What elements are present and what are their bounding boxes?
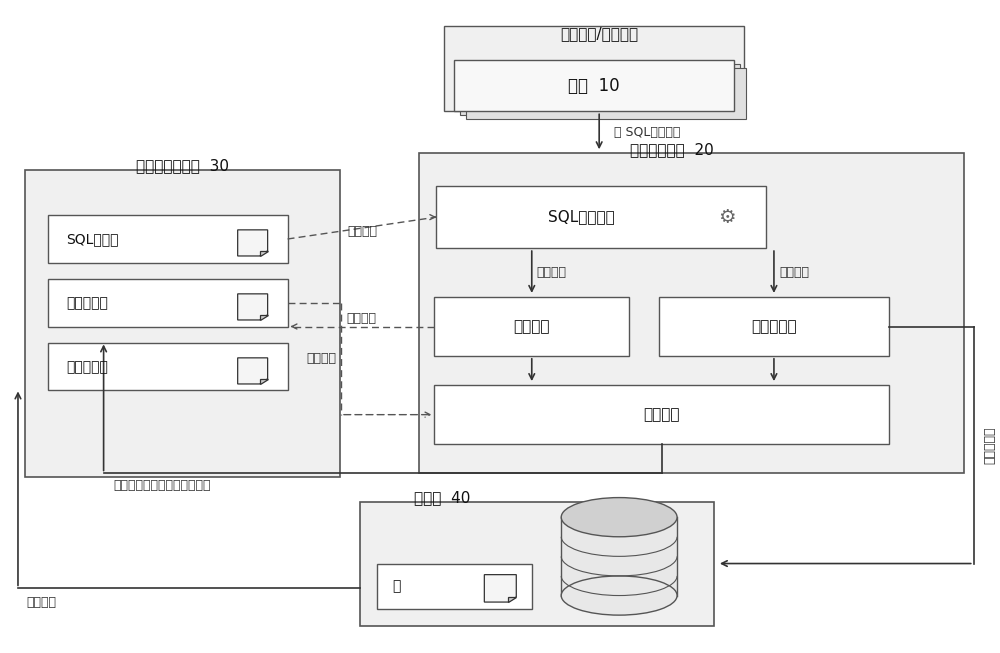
Polygon shape bbox=[238, 358, 268, 384]
Polygon shape bbox=[260, 315, 268, 320]
Bar bbox=[48, 215, 288, 263]
Polygon shape bbox=[484, 575, 516, 602]
Bar bbox=[48, 343, 288, 390]
Text: 读取校验: 读取校验 bbox=[347, 225, 377, 238]
Bar bbox=[48, 279, 288, 326]
Text: 📱 SQL查询请求: 📱 SQL查询请求 bbox=[614, 126, 681, 139]
Text: 刷新日志表: 刷新日志表 bbox=[66, 296, 108, 310]
Text: 数据库高速缓存  30: 数据库高速缓存 30 bbox=[136, 159, 229, 173]
Text: 未匹配特征: 未匹配特征 bbox=[751, 319, 797, 334]
Polygon shape bbox=[238, 230, 268, 256]
Text: 应用  10: 应用 10 bbox=[568, 77, 620, 95]
Text: SQL特征表: SQL特征表 bbox=[66, 232, 118, 246]
Text: 控制特征状态，变更缓存数据: 控制特征状态，变更缓存数据 bbox=[114, 479, 211, 492]
Text: 数据库  40: 数据库 40 bbox=[414, 490, 471, 505]
Text: 读取日志: 读取日志 bbox=[306, 353, 336, 365]
Text: 匹配特征: 匹配特征 bbox=[514, 319, 550, 334]
Text: ⚙: ⚙ bbox=[718, 208, 735, 227]
Polygon shape bbox=[260, 379, 268, 384]
Text: 高速缓存表: 高速缓存表 bbox=[66, 360, 108, 374]
Bar bbox=[436, 186, 766, 248]
Bar bbox=[360, 502, 714, 626]
Text: 记录变更: 记录变更 bbox=[26, 596, 56, 609]
Bar bbox=[466, 69, 746, 119]
Bar bbox=[659, 297, 889, 356]
Polygon shape bbox=[508, 597, 516, 602]
Bar bbox=[460, 65, 740, 115]
Text: 高速缓存引擎  20: 高速缓存引擎 20 bbox=[630, 142, 713, 157]
Bar bbox=[434, 385, 889, 444]
Ellipse shape bbox=[561, 498, 677, 537]
Text: 缓存查询: 缓存查询 bbox=[346, 312, 376, 325]
Polygon shape bbox=[238, 294, 268, 320]
Bar bbox=[434, 297, 629, 356]
Text: 缓存刷新: 缓存刷新 bbox=[643, 407, 680, 422]
Text: SQL特征解析: SQL特征解析 bbox=[548, 210, 615, 225]
Bar bbox=[444, 26, 744, 111]
Text: 表: 表 bbox=[392, 579, 401, 594]
Text: 业务主机/计算设备: 业务主机/计算设备 bbox=[560, 27, 638, 41]
Text: 特征有效: 特征有效 bbox=[537, 266, 567, 279]
Text: 数据库查询: 数据库查询 bbox=[984, 426, 997, 464]
Polygon shape bbox=[260, 251, 268, 256]
Bar bbox=[561, 517, 677, 596]
Bar bbox=[377, 564, 532, 609]
Bar bbox=[419, 153, 964, 473]
Ellipse shape bbox=[561, 576, 677, 615]
Text: 特征无效: 特征无效 bbox=[779, 266, 809, 279]
Bar bbox=[454, 61, 734, 111]
Bar bbox=[25, 170, 340, 477]
